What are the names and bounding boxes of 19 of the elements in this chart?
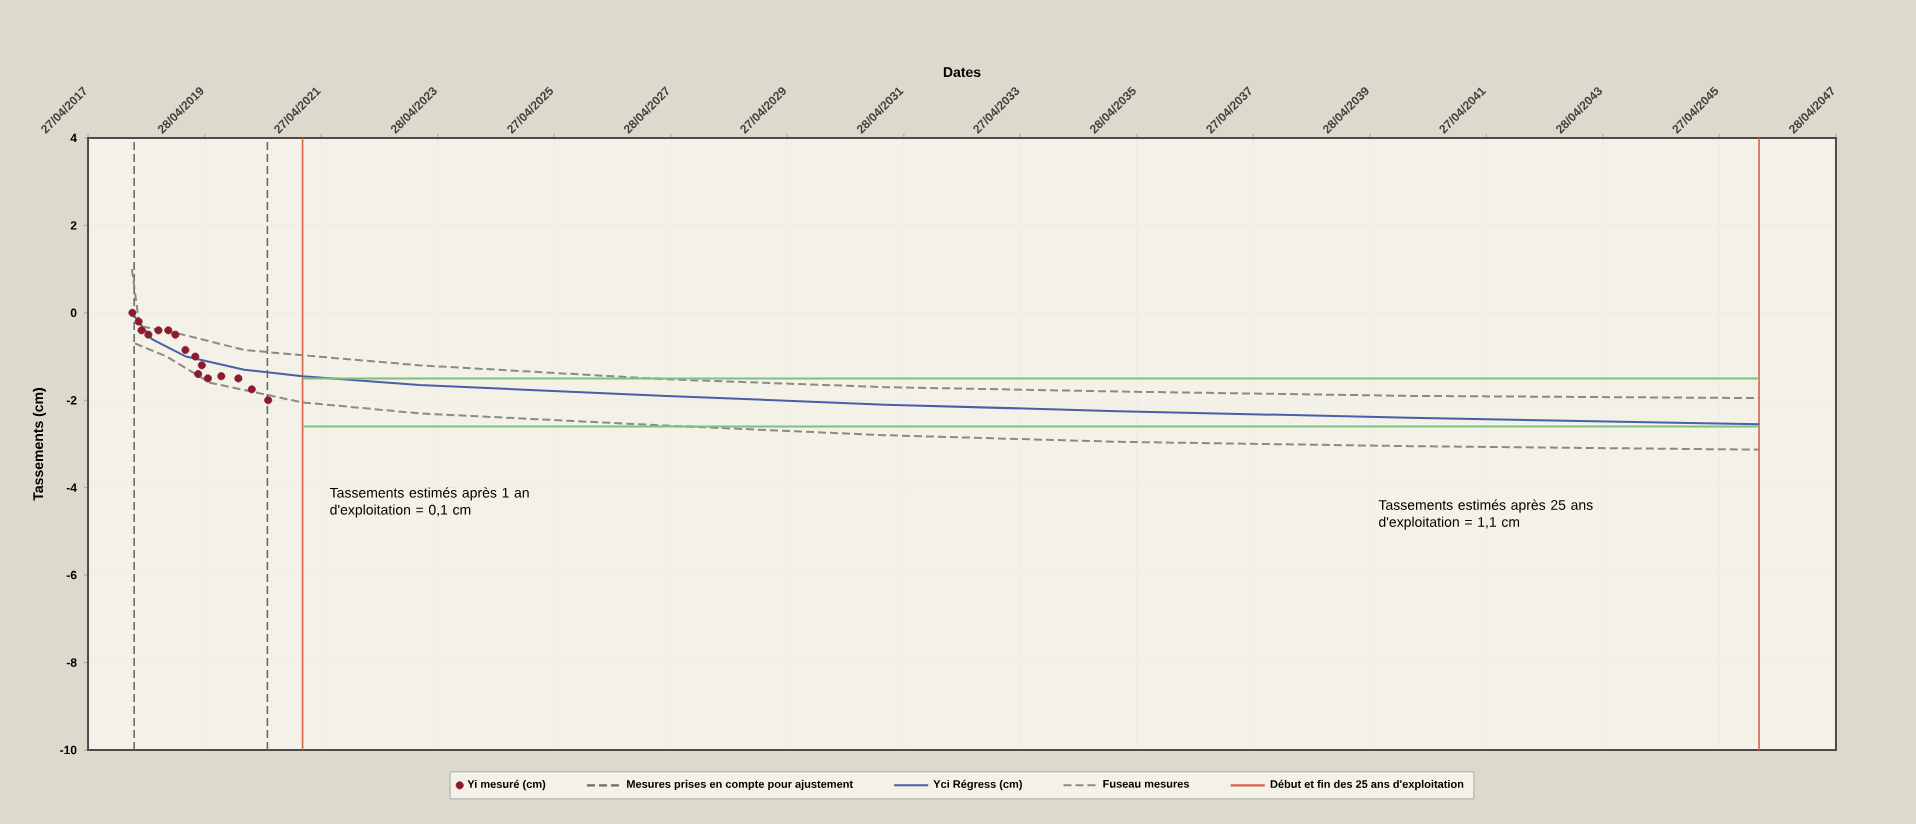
point xyxy=(154,326,163,335)
line-series xyxy=(130,268,1761,400)
point xyxy=(247,385,256,394)
point xyxy=(264,396,273,405)
point xyxy=(203,374,212,383)
point xyxy=(137,326,146,335)
point xyxy=(128,308,137,317)
line-series xyxy=(133,342,1761,451)
point xyxy=(134,317,143,326)
point xyxy=(197,361,206,370)
point xyxy=(191,352,200,361)
point xyxy=(144,330,153,339)
point xyxy=(181,345,190,354)
point xyxy=(194,370,203,379)
point xyxy=(217,372,226,381)
point xyxy=(234,374,243,383)
line-series xyxy=(130,311,1761,426)
point xyxy=(171,330,180,339)
point xyxy=(164,326,173,335)
